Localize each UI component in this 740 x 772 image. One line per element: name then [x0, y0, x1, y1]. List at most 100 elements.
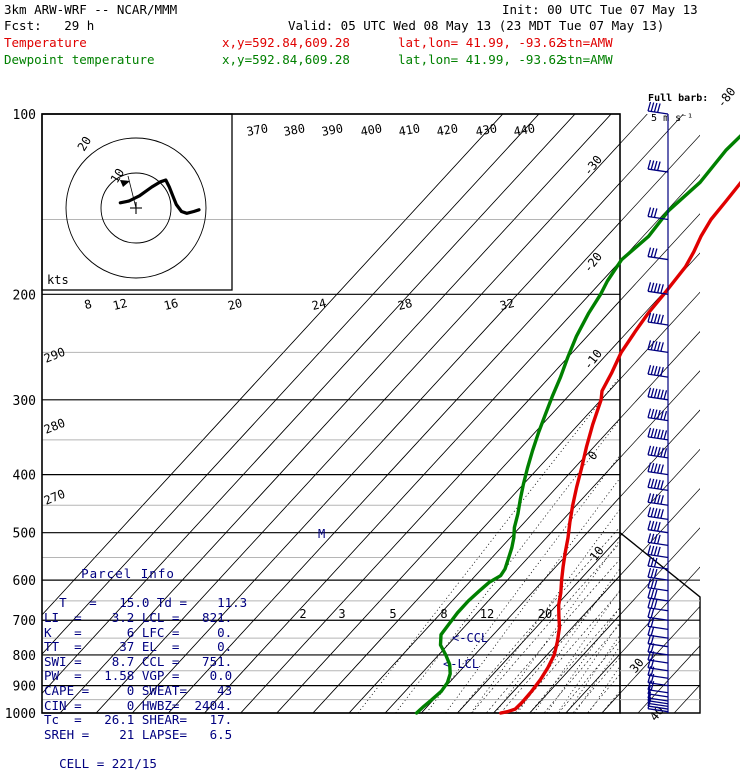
- temperature-legend-label: Temperature: [4, 35, 87, 50]
- wind-barb-feather: [650, 533, 655, 544]
- wind-barb-legend: Full barb: 5 m s⁻¹: [636, 84, 708, 134]
- temperature-station: stn=AMW: [560, 35, 613, 50]
- wind-barb-feather: [647, 699, 652, 709]
- wind-barb-feather: [650, 340, 655, 351]
- wind-barb-feather: [650, 617, 655, 628]
- wind-barb-feather: [647, 556, 652, 567]
- wind-barb-feather: [647, 340, 652, 350]
- wind-barb-feather: [650, 247, 655, 258]
- temperature-xy: x,y=592.84,609.28: [222, 35, 350, 50]
- wind-barb-feather: [653, 388, 658, 398]
- wind-barb-feather: [647, 608, 652, 618]
- wind-barb-feather: [650, 428, 655, 438]
- wind-barb-feather: [653, 409, 658, 419]
- wind-barb-feather: [656, 341, 661, 352]
- parcel-info-box: Parcel Info T = 15.0 Td = 11.3 LI = 3.2 …: [44, 538, 247, 772]
- mixing-label-200-24: 24: [310, 296, 327, 313]
- wind-barb-feather: [647, 507, 652, 517]
- wind-barb-feather: [653, 521, 658, 531]
- wind-barb-feather: [647, 680, 652, 690]
- wind-barb-feather: [647, 427, 652, 438]
- wind-barb-feather: [653, 160, 658, 171]
- wind-barb-feather: [647, 282, 652, 292]
- wind-barb-feather: [647, 445, 652, 456]
- wind-barb-feather: [650, 681, 655, 691]
- wind-barb-feather: [656, 283, 661, 293]
- ccl-marker: <-CCL: [452, 631, 488, 645]
- wind-barb-feather: [650, 545, 655, 556]
- mixing-label-200-16: 16: [162, 296, 179, 313]
- wind-barb-feather: [647, 364, 652, 375]
- temperature-latlon: lat,lon= 41.99, -93.62: [398, 35, 564, 50]
- wind-barb-feather: [653, 313, 658, 324]
- wind-barb-feather: [656, 522, 661, 532]
- model-title: 3km ARW-WRF -- NCAR/MMM: [4, 2, 178, 17]
- parcel-info-rows: T = 15.0 Td = 11.3 LI = 3.2 LCL = 821. K…: [44, 595, 248, 742]
- pressure-label-300: 300: [13, 394, 36, 409]
- mixing-label-700-5: 5: [389, 607, 396, 621]
- wind-barb-shaft: [647, 674, 669, 679]
- dewpoint-xy: x,y=592.84,609.28: [222, 52, 350, 67]
- wind-barb-feather: [647, 159, 652, 170]
- wind-barb-feather: [647, 696, 652, 707]
- wind-barb-feather: [647, 567, 652, 578]
- mixing-level-marker: M: [318, 527, 325, 541]
- wind-barb-feather: [647, 658, 652, 668]
- wind-barb-feather: [656, 409, 661, 420]
- parcel-info-title: Parcel Info: [81, 566, 175, 582]
- wind-barb-feather: [660, 314, 664, 325]
- wind-barb-feather: [660, 480, 664, 490]
- pressure-label-700: 700: [13, 614, 36, 629]
- theta-label-top-370: 370: [245, 121, 269, 139]
- wind-barb-feather: [660, 284, 664, 294]
- wind-barb-feather: [660, 389, 664, 399]
- pressure-label-800: 800: [13, 649, 36, 664]
- hodograph-storm-vector: [127, 175, 137, 209]
- wind-barb-feather: [650, 579, 655, 589]
- grid-lines-extension: [42, 114, 700, 713]
- wind-barb-feather: [650, 365, 655, 375]
- wind-barb-feather: [647, 312, 652, 323]
- wind-barb-feather: [647, 408, 652, 418]
- wind-barb-feather: [653, 283, 658, 293]
- wind-barb-feather: [647, 694, 652, 704]
- wind-barb-feather: [656, 479, 661, 490]
- mixing-label-700-12: 12: [480, 607, 494, 621]
- wind-barb-feather: [647, 666, 652, 676]
- wind-barb-feather: [663, 430, 668, 440]
- isotherm-label-right-0: 0: [585, 448, 600, 462]
- theta-label-top-440: 440: [512, 121, 536, 139]
- wind-barb-legend-title: Full barb:: [648, 93, 709, 104]
- wind-barb-shaft: [647, 693, 669, 698]
- wind-barb-shaft: [647, 659, 669, 664]
- wind-barb-feather: [660, 410, 664, 420]
- valid-time: Valid: 05 UTC Wed 08 May 13 (23 MDT Tue …: [288, 18, 665, 33]
- wind-barb-feather: [647, 684, 652, 695]
- wind-barb-feather: [650, 635, 655, 645]
- wind-barb-feather: [647, 634, 652, 644]
- pressure-label-900: 900: [13, 680, 36, 695]
- mixing-label-200-32: 32: [498, 296, 515, 313]
- wind-barb-feather: [653, 494, 658, 504]
- theta-label-top-430: 430: [474, 121, 498, 139]
- wind-barb-feather: [650, 608, 655, 618]
- wind-barb-feather: [656, 366, 661, 376]
- wind-barb-feather: [647, 617, 652, 627]
- wind-barb-feather: [647, 673, 652, 683]
- wind-barb-feather: [653, 248, 658, 258]
- hodograph-frame: [41, 113, 233, 291]
- wind-barb-feather: [656, 546, 661, 557]
- pressure-label-400: 400: [13, 469, 36, 484]
- wind-barb-feather: [653, 534, 658, 544]
- wind-barb-feather: [656, 103, 661, 113]
- wind-barb-feather: [650, 589, 655, 599]
- hodograph-ring-20: [65, 137, 207, 279]
- pressure-label-200: 200: [13, 288, 36, 303]
- wind-barb-column: [647, 101, 669, 713]
- wind-barb-feather: [650, 521, 655, 531]
- wind-barb-feather: [660, 366, 664, 377]
- wind-barb-feather: [650, 160, 655, 170]
- wind-barb-feather: [650, 282, 655, 292]
- theta-label-top-380: 380: [282, 121, 306, 139]
- wind-barb-feather: [653, 463, 658, 473]
